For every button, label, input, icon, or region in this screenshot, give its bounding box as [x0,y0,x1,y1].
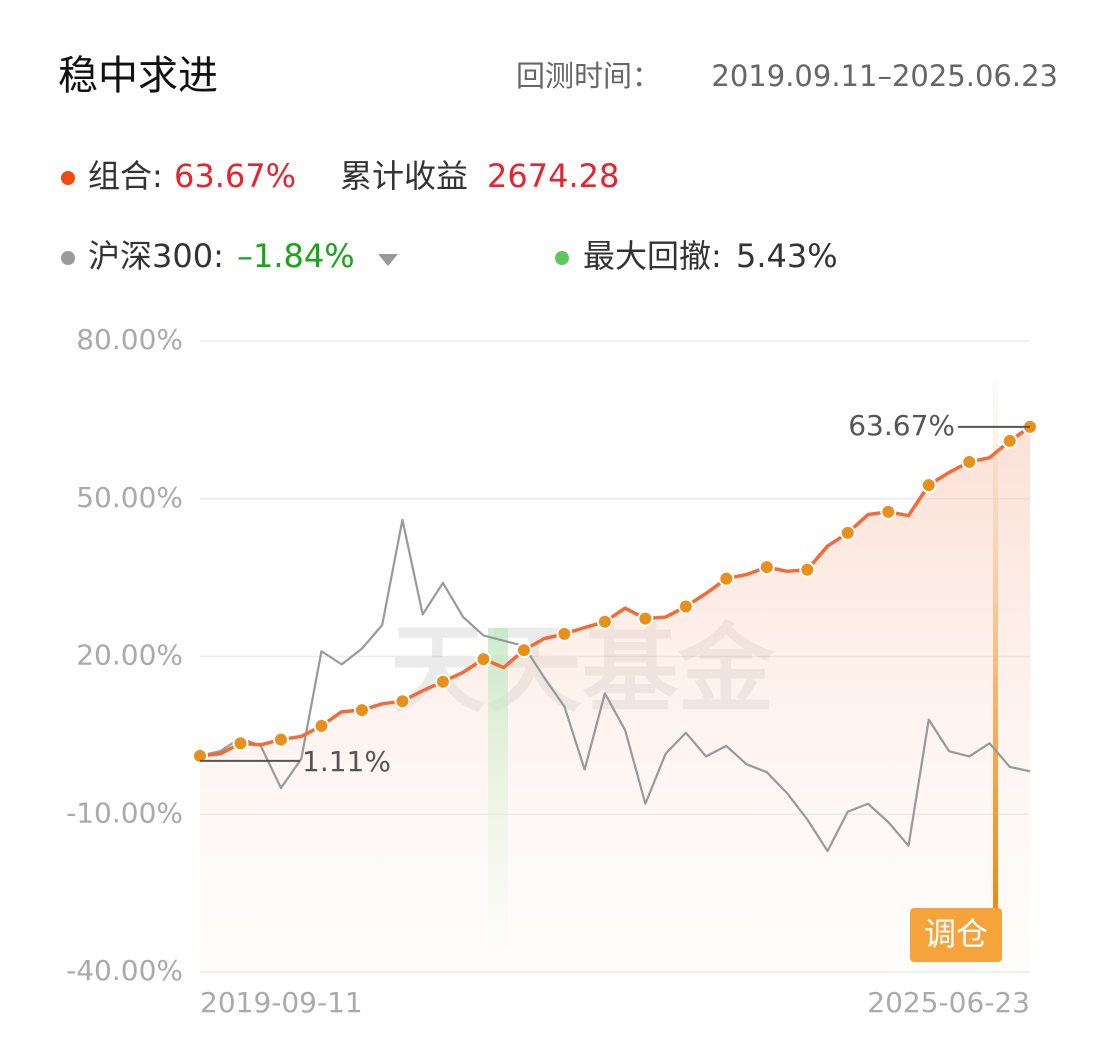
legend-dot [61,251,75,265]
rebalance-dot [758,559,775,576]
legend-label: 沪深300: [88,237,224,275]
series-line [199,518,1031,853]
portfolio-return: 63.67% [174,157,296,195]
rebalance-dot [799,561,816,578]
cumulative: 2674.28 [487,157,619,195]
start-label: 1.11% [302,745,391,778]
benchmark-toggle[interactable]: 沪深300: –1.84% [61,237,398,275]
rebalance-dot [353,702,370,719]
area [200,426,1030,972]
rebalance-dot [192,747,208,764]
drawdown: 5.43% [736,237,838,275]
rebalance-dot [596,613,613,630]
button-label: 调仓 [924,915,988,953]
rebalance-button[interactable]: 调仓 [910,908,1002,962]
period: 2019.09.11–2025.06.23 [711,59,1058,93]
rebalance-dot [880,503,897,520]
rebalance-dot [272,731,289,748]
y-tick-label: -40.00% [66,954,183,987]
x-tick-label: 2025-06-23 [867,986,1030,1019]
rebalance-dot [515,642,532,659]
legend-dot [61,171,75,185]
rebalance-dot [232,735,249,752]
rebalance-dot [313,717,330,734]
end-label: 63.67% [848,409,955,442]
rebalance-dot [556,625,573,642]
y-tick-label: -10.00% [66,796,183,829]
title: 稳中求进 [58,53,218,99]
y-tick-label: 20.00% [76,639,183,672]
cumulative-label: 累计收益 [340,157,468,195]
rebalance-dot [839,524,856,541]
drawdown-band [488,628,508,948]
rebalance-dot [475,651,492,668]
period-label: 回测时间： [516,59,661,93]
button-bg [910,908,1002,962]
y-tick-label: 50.00% [76,481,183,514]
rebalance-dot [677,598,694,615]
rebalance-dot [961,453,978,470]
rebalance-dot [920,477,937,494]
dropdown-arrow [378,254,398,266]
drawdown-label: 最大回撤: [583,237,722,275]
rebalance-dot [1001,432,1018,449]
rebalance-dot [718,570,735,587]
rebalance-dot [637,610,654,627]
y-tick-label: 80.00% [76,323,183,356]
rebalance-line [993,380,998,908]
legend-label: 组合: [88,157,163,195]
chart: 80.00% 50.00% 20.00% -10.00% -40.00% 2019-09-… [66,323,1038,1019]
benchmark-return: –1.84% [237,237,355,275]
legend-dot [555,251,569,265]
rebalance-dot [394,693,411,710]
x-tick-label: 2019-09-11 [200,986,363,1019]
rebalance-dot [434,673,451,690]
